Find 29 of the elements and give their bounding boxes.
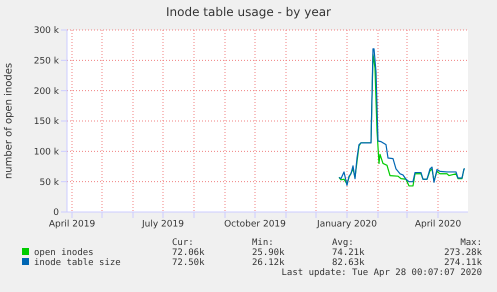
y-tick-label: 150 k xyxy=(34,117,60,128)
y-tick-label: 300 k xyxy=(34,26,60,36)
text: Min: xyxy=(252,238,275,248)
y-tick-label: 50 k xyxy=(39,178,60,188)
text: 74.21k xyxy=(332,248,366,258)
x-tick-label: October 2019 xyxy=(224,219,286,230)
y-tick-label: 250 k xyxy=(34,56,60,67)
x-tick-label: April 2020 xyxy=(414,219,462,230)
text: Cur: xyxy=(172,238,195,248)
y-axis-title: number of open inodes xyxy=(4,62,15,180)
chart-title: Inode table usage - by year xyxy=(165,4,332,21)
legend-label: inode table size xyxy=(33,258,122,268)
text: 274.11k xyxy=(443,258,482,268)
text: Max: xyxy=(459,238,482,248)
x-tick-label: July 2019 xyxy=(141,219,184,230)
text: Avg: xyxy=(332,238,355,248)
text: 82.63k xyxy=(332,258,366,268)
text: 72.06k xyxy=(172,248,206,258)
text: 26.12k xyxy=(252,258,286,268)
text: 25.90k xyxy=(252,248,286,258)
x-tick-label: January 2020 xyxy=(316,219,378,230)
legend-label: open inodes xyxy=(33,248,95,258)
text: Last update: Tue Apr 28 00:07:07 2020 xyxy=(280,268,482,278)
y-tick-label: 0 xyxy=(53,208,60,218)
y-tick-label: 200 k xyxy=(34,86,60,97)
text: 72.50k xyxy=(172,258,206,268)
text: 273.28k xyxy=(443,248,482,258)
y-tick-label: 100 k xyxy=(34,148,60,158)
x-tick-label: April 2019 xyxy=(48,219,96,230)
